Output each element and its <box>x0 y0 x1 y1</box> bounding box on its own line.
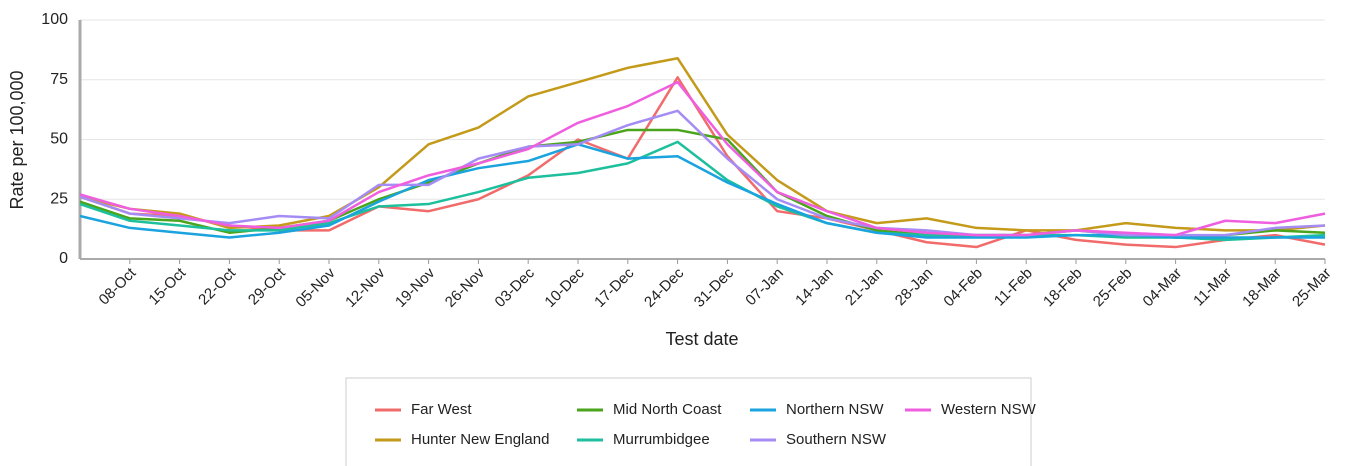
x-tick-label: 28-Jan <box>892 265 936 309</box>
y-tick-label: 100 <box>41 11 68 28</box>
series-line <box>79 109 1326 237</box>
y-tick-label: 25 <box>50 190 68 207</box>
legend-box <box>345 377 1032 466</box>
y-tick-label: 0 <box>59 250 68 267</box>
x-tick-label: 05-Nov <box>292 264 339 311</box>
x-tick-label: 25-Mar <box>1289 265 1335 311</box>
y-axis-label: Rate per 100,000 <box>7 70 27 209</box>
x-axis-label: Test date <box>665 329 738 349</box>
x-tick-label: 21-Jan <box>842 265 886 309</box>
x-tick-label: 17-Dec <box>591 264 638 311</box>
series-line <box>79 80 1326 237</box>
x-tick-label: 14-Jan <box>792 265 836 309</box>
y-tick-label: 50 <box>50 131 68 148</box>
x-tick-label: 18-Mar <box>1239 265 1285 311</box>
x-tick-label: 18-Feb <box>1040 265 1086 311</box>
legend-label: Far West <box>411 401 472 418</box>
legend-label: Northern NSW <box>786 401 884 418</box>
legend-label: Mid North Coast <box>613 401 722 418</box>
x-tick-label: 29-Oct <box>245 264 289 308</box>
x-tick-label: 31-Dec <box>691 264 738 311</box>
legend-label: Murrumbidgee <box>613 431 710 448</box>
legend-label: Hunter New England <box>411 431 549 448</box>
series-line <box>79 128 1326 239</box>
x-tick-label: 25-Feb <box>1090 265 1136 311</box>
legend-label: Western NSW <box>941 401 1037 418</box>
x-tick-label: 04-Mar <box>1140 265 1186 311</box>
x-tick-label: 12-Nov <box>342 264 389 311</box>
x-tick-label: 10-Dec <box>541 264 588 311</box>
x-tick-label: 26-Nov <box>442 264 489 311</box>
x-tick-label: 03-Dec <box>492 264 539 311</box>
x-tick-label: 11-Feb <box>991 265 1036 310</box>
x-tick-label: 07-Jan <box>742 265 786 309</box>
x-tick-label: 22-Oct <box>195 264 239 308</box>
x-tick-label: 11-Mar <box>1190 265 1235 310</box>
x-tick-label: 04-Feb <box>940 265 986 311</box>
x-tick-label: 15-Oct <box>145 264 189 308</box>
series-line <box>79 140 1326 242</box>
y-tick-label: 75 <box>50 71 68 88</box>
x-tick-label: 08-Oct <box>96 264 140 308</box>
x-tick-label: 19-Nov <box>392 264 439 311</box>
x-tick-label: 24-Dec <box>641 264 688 311</box>
legend-label: Southern NSW <box>786 431 887 448</box>
series-line <box>79 56 1326 232</box>
